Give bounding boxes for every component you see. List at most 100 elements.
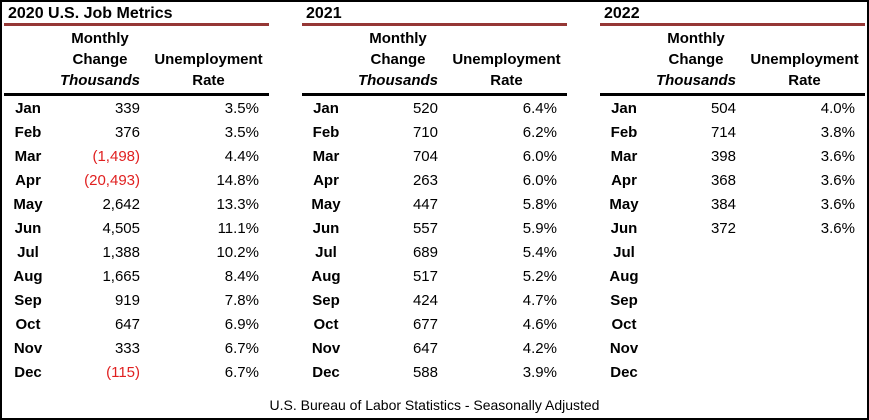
unemployment-rate-value: 4.2%	[522, 339, 557, 357]
header-row: Thousands Rate	[600, 70, 865, 91]
month-label: Jan	[313, 99, 339, 117]
table-row: Aug	[600, 264, 865, 288]
unemployment-rate-value: 5.8%	[522, 195, 557, 213]
unemployment-rate-value: 5.2%	[522, 267, 557, 285]
change-header-line2: Change	[668, 51, 724, 68]
monthly-change-value: 424	[412, 291, 438, 309]
unemployment-rate-value: 3.5%	[224, 99, 259, 117]
unemployment-rate-value: 3.6%	[820, 147, 855, 165]
rate-header-line1: Unemployment	[452, 51, 561, 68]
table-row: Aug 517 5.2%	[302, 264, 567, 288]
table-row: Oct 677 4.6%	[302, 312, 567, 336]
monthly-change-value: (115)	[106, 363, 140, 381]
change-header-line1: Monthly	[667, 30, 725, 47]
table-row: Sep	[600, 288, 865, 312]
table-row: Jan 339 3.5%	[4, 96, 269, 120]
unemployment-rate-value: 4.0%	[820, 99, 855, 117]
table-row: Aug 1,665 8.4%	[4, 264, 269, 288]
table-row: May 384 3.6%	[600, 192, 865, 216]
monthly-change-value: 384	[710, 195, 736, 213]
month-label: Feb	[610, 123, 638, 141]
table-row: Apr (20,493) 14.8%	[4, 168, 269, 192]
unemployment-rate-value: 6.0%	[522, 147, 557, 165]
unemployment-rate-value: 10.2%	[216, 243, 259, 261]
month-label: Dec	[610, 363, 638, 381]
unemployment-rate-value: 3.9%	[522, 363, 557, 381]
table-row: Dec	[600, 360, 865, 384]
table-row: Nov 647 4.2%	[302, 336, 567, 360]
monthly-change-value: 372	[710, 219, 736, 237]
change-header-line2: Change	[72, 51, 128, 68]
month-label: Jul	[613, 243, 635, 261]
unemployment-rate-value: 6.9%	[224, 315, 259, 333]
month-label: Sep	[610, 291, 638, 309]
unemployment-rate-value: 14.8%	[216, 171, 259, 189]
change-header-line3: Thousands	[59, 72, 140, 89]
unemployment-rate-value: 11.1%	[217, 219, 259, 237]
monthly-change-value: 710	[412, 123, 438, 141]
table-2022: 2022 Monthly Change Unemployment Thousan…	[600, 2, 865, 384]
month-label: May	[311, 195, 341, 213]
monthly-change-value: 1,665	[102, 267, 140, 285]
monthly-change-value: 4,505	[102, 219, 140, 237]
monthly-change-value: 677	[412, 315, 438, 333]
table-row: Apr 263 6.0%	[302, 168, 567, 192]
table-row: Feb 714 3.8%	[600, 120, 865, 144]
rate-header-line2: Rate	[788, 72, 821, 89]
rate-header-line2: Rate	[192, 72, 225, 89]
month-label: Jun	[14, 219, 42, 237]
header-row: Thousands Rate	[302, 70, 567, 91]
month-label: Jul	[17, 243, 39, 261]
month-label: Feb	[14, 123, 42, 141]
table-row: Oct 647 6.9%	[4, 312, 269, 336]
rate-header-line2: Rate	[490, 72, 523, 89]
monthly-change-value: 339	[114, 99, 140, 117]
table-2020: 2020 U.S. Job Metrics Monthly Change Une…	[4, 2, 269, 384]
table-rows-2022: Jan 504 4.0% Feb 714 3.8% Mar 398 3.6% A…	[600, 96, 865, 384]
month-label: Oct	[15, 315, 41, 333]
month-label: Aug	[311, 267, 341, 285]
column-headers-2020: Monthly Change Unemployment Thousands Ra…	[4, 26, 269, 96]
table-row: May 2,642 13.3%	[4, 192, 269, 216]
unemployment-rate-value: 3.6%	[820, 195, 855, 213]
unemployment-rate-value: 3.6%	[820, 219, 855, 237]
table-2021: 2021 Monthly Change Unemployment Thousan…	[302, 2, 567, 384]
header-row: Change Unemployment	[302, 49, 567, 70]
monthly-change-value: 919	[114, 291, 140, 309]
table-rows-2020: Jan 339 3.5% Feb 376 3.5% Mar (1,498) 4.…	[4, 96, 269, 384]
change-header-line1: Monthly	[369, 30, 427, 47]
column-headers-2021: Monthly Change Unemployment Thousands Ra…	[302, 26, 567, 96]
header-row: Monthly	[600, 28, 865, 49]
month-label: Oct	[313, 315, 339, 333]
month-label: Apr	[15, 171, 41, 189]
month-label: Sep	[312, 291, 340, 309]
unemployment-rate-value: 6.4%	[522, 99, 557, 117]
table-row: Jul 689 5.4%	[302, 240, 567, 264]
table-row: Sep 424 4.7%	[302, 288, 567, 312]
monthly-change-value: 704	[412, 147, 438, 165]
monthly-change-value: 689	[412, 243, 438, 261]
table-row: Nov 333 6.7%	[4, 336, 269, 360]
table-title-2022: 2022	[600, 2, 865, 26]
unemployment-rate-value: 13.3%	[216, 195, 259, 213]
unemployment-rate-value: 3.8%	[820, 123, 855, 141]
table-row: Jul 1,388 10.2%	[4, 240, 269, 264]
month-label: Nov	[311, 339, 341, 357]
table-rows-2021: Jan 520 6.4% Feb 710 6.2% Mar 704 6.0% A…	[302, 96, 567, 384]
change-header-line3: Thousands	[357, 72, 438, 89]
source-note: U.S. Bureau of Labor Statistics - Season…	[269, 397, 600, 413]
month-label: Jan	[611, 99, 637, 117]
table-row: Dec 588 3.9%	[302, 360, 567, 384]
header-row: Monthly	[4, 28, 269, 49]
unemployment-rate-value: 5.9%	[522, 219, 557, 237]
month-label: Feb	[312, 123, 340, 141]
table-row: Jun 557 5.9%	[302, 216, 567, 240]
monthly-change-value: 520	[412, 99, 438, 117]
monthly-change-value: 2,642	[102, 195, 140, 213]
header-row: Monthly	[302, 28, 567, 49]
month-label: Nov	[13, 339, 43, 357]
table-row: Jul	[600, 240, 865, 264]
month-label: Mar	[312, 147, 340, 165]
table-row: Jan 504 4.0%	[600, 96, 865, 120]
